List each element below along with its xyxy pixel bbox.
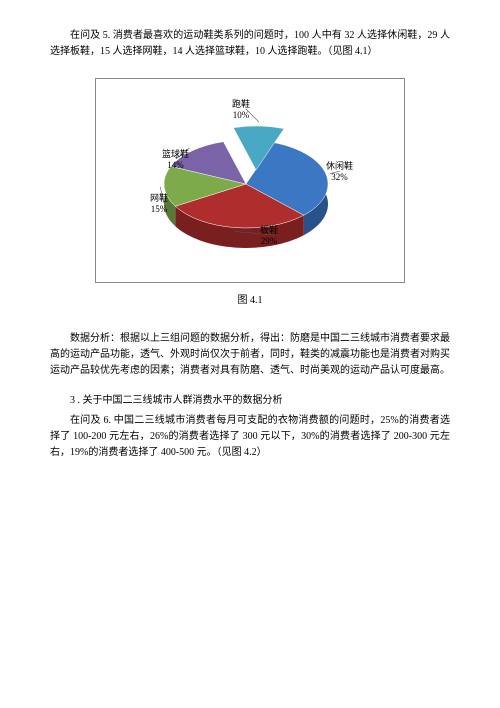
pie-chart-svg — [96, 79, 406, 284]
pie-slice-label: 网鞋15% — [150, 193, 168, 216]
intro-paragraph: 在问及 5. 消费者最喜欢的运动鞋类系列的问题时，100 人中有 32 人选择休… — [50, 28, 450, 60]
section-3-body: 在问及 6. 中国二三线城市消费者每月可支配的衣物消费额的问题时，25%的消费者… — [50, 413, 450, 461]
pie-slice-label: 篮球鞋14% — [162, 149, 189, 172]
pie-slice-label: 休闲鞋32% — [326, 161, 353, 184]
analysis-paragraph: 数据分析：根据以上三组问题的数据分析，得出：防磨是中国二三线城市消费者要求最高的… — [50, 331, 450, 379]
pie-slice-label: 跑鞋10% — [232, 99, 250, 122]
pie-chart-figure-4-1: 休闲鞋32% 板鞋29% 网鞋15% 篮球鞋14% 跑鞋10% — [95, 78, 405, 283]
section-3-heading: 3 . 关于中国二三线城市人群消费水平的数据分析 — [50, 393, 450, 409]
chart-caption: 图 4.1 — [50, 293, 450, 309]
pie-slice-label: 板鞋29% — [260, 225, 278, 248]
